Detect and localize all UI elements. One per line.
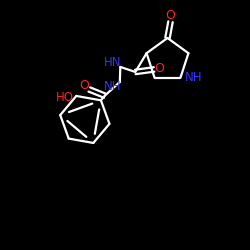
Text: HO: HO [56,92,74,104]
Text: NH: NH [185,71,202,84]
Text: O: O [155,62,164,75]
Text: NH: NH [104,80,121,94]
Text: O: O [166,9,175,22]
Text: HN: HN [104,56,122,69]
Text: O: O [80,79,89,92]
